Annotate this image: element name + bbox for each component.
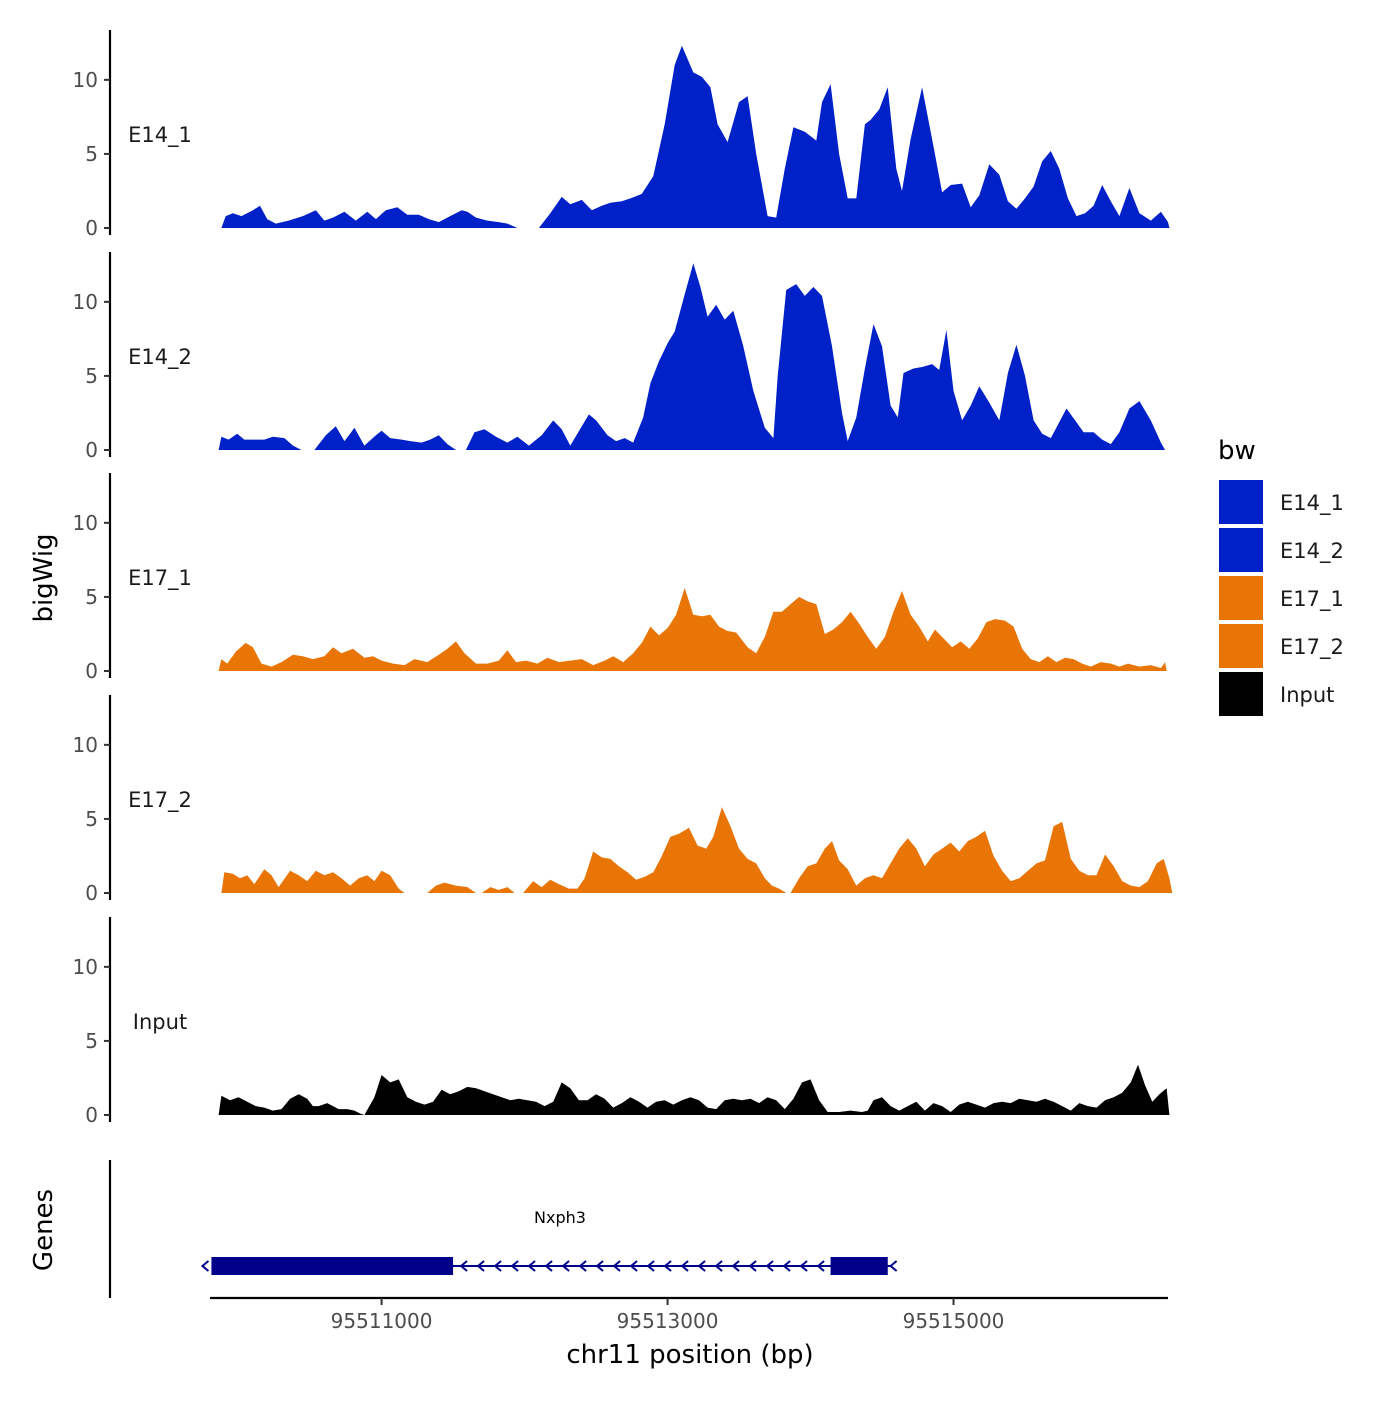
signal-area-E17_2 <box>481 887 515 893</box>
legend-swatch <box>1219 480 1263 524</box>
signal-area-E14_2 <box>218 433 302 450</box>
legend-swatch <box>1219 528 1263 572</box>
genes-axis-title: Genes <box>29 1189 59 1271</box>
signal-area-E14_1 <box>538 45 1170 228</box>
legend-label: Input <box>1280 683 1334 707</box>
strand-chevron <box>748 1260 757 1272</box>
y-tick-label: 5 <box>85 807 98 831</box>
legend-swatch <box>1219 624 1263 668</box>
x-tick-label: 95515000 <box>903 1309 1005 1333</box>
strand-chevron <box>714 1260 723 1272</box>
strand-chevron <box>782 1260 791 1272</box>
track-E17_2: 0 5 10 E17_2 <box>73 695 1173 905</box>
y-tick-label: 5 <box>85 1029 98 1053</box>
legend-label: E14_2 <box>1280 539 1344 564</box>
signal-area-E17_2 <box>790 821 1173 893</box>
legend-item-E14_2: E14_2 <box>1219 528 1344 572</box>
gene-name-label: Nxph3 <box>534 1208 586 1227</box>
track-Input: 0 5 10 Input <box>73 917 1170 1127</box>
legend-swatch <box>1219 576 1263 620</box>
strand-chevron <box>765 1260 774 1272</box>
x-tick-label: 95513000 <box>617 1309 719 1333</box>
y-tick-label: 10 <box>73 68 98 92</box>
y-tick-label: 10 <box>73 290 98 314</box>
gene-exon <box>211 1257 454 1275</box>
track-E17_1: 0 5 10 E17_1 <box>73 473 1167 683</box>
y-tick-label: 10 <box>73 511 98 535</box>
track-label: E14_1 <box>128 123 192 148</box>
strand-chevron <box>561 1260 570 1272</box>
signal-area-E14_2 <box>465 263 1166 450</box>
strand-chevron <box>646 1260 655 1272</box>
legend-label: E17_2 <box>1280 635 1344 660</box>
y-tick-label: 0 <box>85 659 98 683</box>
signal-area-Input <box>218 1064 1170 1115</box>
track-E14_1: 0 5 10 E14_1 <box>73 30 1170 240</box>
y-tick-label: 10 <box>73 955 98 979</box>
y-tick-label: 0 <box>85 881 98 905</box>
strand-chevron <box>476 1260 485 1272</box>
x-axis-title: chr11 position (bp) <box>566 1340 813 1370</box>
strand-chevron <box>595 1260 604 1272</box>
y-tick-label: 5 <box>85 142 98 166</box>
strand-chevron <box>889 1260 898 1272</box>
strand-chevron <box>629 1260 638 1272</box>
x-tick-label: 95511000 <box>331 1309 433 1333</box>
y-tick-label: 0 <box>85 1103 98 1127</box>
track-label: Input <box>133 1010 187 1034</box>
legend-item-E17_1: E17_1 <box>1219 576 1344 620</box>
signal-area-E17_1 <box>218 588 1167 671</box>
y-tick-label: 5 <box>85 585 98 609</box>
strand-chevron <box>527 1260 536 1272</box>
strand-chevron <box>816 1260 825 1272</box>
legend: bw E14_1 E14_2 E17_1 E17_2 Input <box>1218 436 1344 716</box>
track-label: E14_2 <box>128 345 192 370</box>
strand-chevron <box>544 1260 553 1272</box>
legend-label: E14_1 <box>1280 491 1344 516</box>
legend-swatch <box>1219 672 1263 716</box>
strand-chevron <box>200 1260 210 1272</box>
legend-label: E17_1 <box>1280 587 1344 612</box>
strand-chevron <box>612 1260 621 1272</box>
legend-items: E14_1 E14_2 E17_1 E17_2 Input <box>1219 480 1344 716</box>
legend-item-E17_2: E17_2 <box>1219 624 1344 668</box>
y-axis-title: bigWig <box>29 533 59 622</box>
track-label: E17_2 <box>128 788 192 813</box>
y-tick-label: 0 <box>85 438 98 462</box>
strand-chevron <box>459 1260 468 1272</box>
strand-chevron <box>663 1260 672 1272</box>
strand-chevron <box>731 1260 740 1272</box>
x-axis: 95511000 95513000 95515000 <box>210 1296 1168 1333</box>
strand-chevron <box>493 1260 502 1272</box>
strand-chevron <box>680 1260 689 1272</box>
track-label: E17_1 <box>128 566 192 591</box>
strand-chevron <box>799 1260 808 1272</box>
signal-area-E17_2 <box>523 807 787 893</box>
signal-area-E17_2 <box>427 882 476 893</box>
strand-chevron <box>578 1260 587 1272</box>
tracks-layer: 0 5 10 E14_1 0 5 10 E14_2 0 5 10 E17_1 0 5 10 E17_2 0 5 10… <box>73 30 1173 1127</box>
y-tick-label: 10 <box>73 733 98 757</box>
legend-item-E14_1: E14_1 <box>1219 480 1344 524</box>
gene-exon <box>830 1257 888 1275</box>
strand-chevron <box>697 1260 706 1272</box>
legend-item-Input: Input <box>1219 672 1334 716</box>
strand-chevron <box>510 1260 519 1272</box>
track-E14_2: 0 5 10 E14_2 <box>73 252 1166 462</box>
signal-area-E14_1 <box>221 205 518 228</box>
signal-area-E17_2 <box>221 869 405 893</box>
signal-area-E14_2 <box>314 426 456 450</box>
gene-layer: Nxph3 <box>108 1160 898 1298</box>
y-tick-label: 0 <box>85 216 98 240</box>
y-tick-label: 5 <box>85 364 98 388</box>
legend-title: bw <box>1218 436 1256 466</box>
